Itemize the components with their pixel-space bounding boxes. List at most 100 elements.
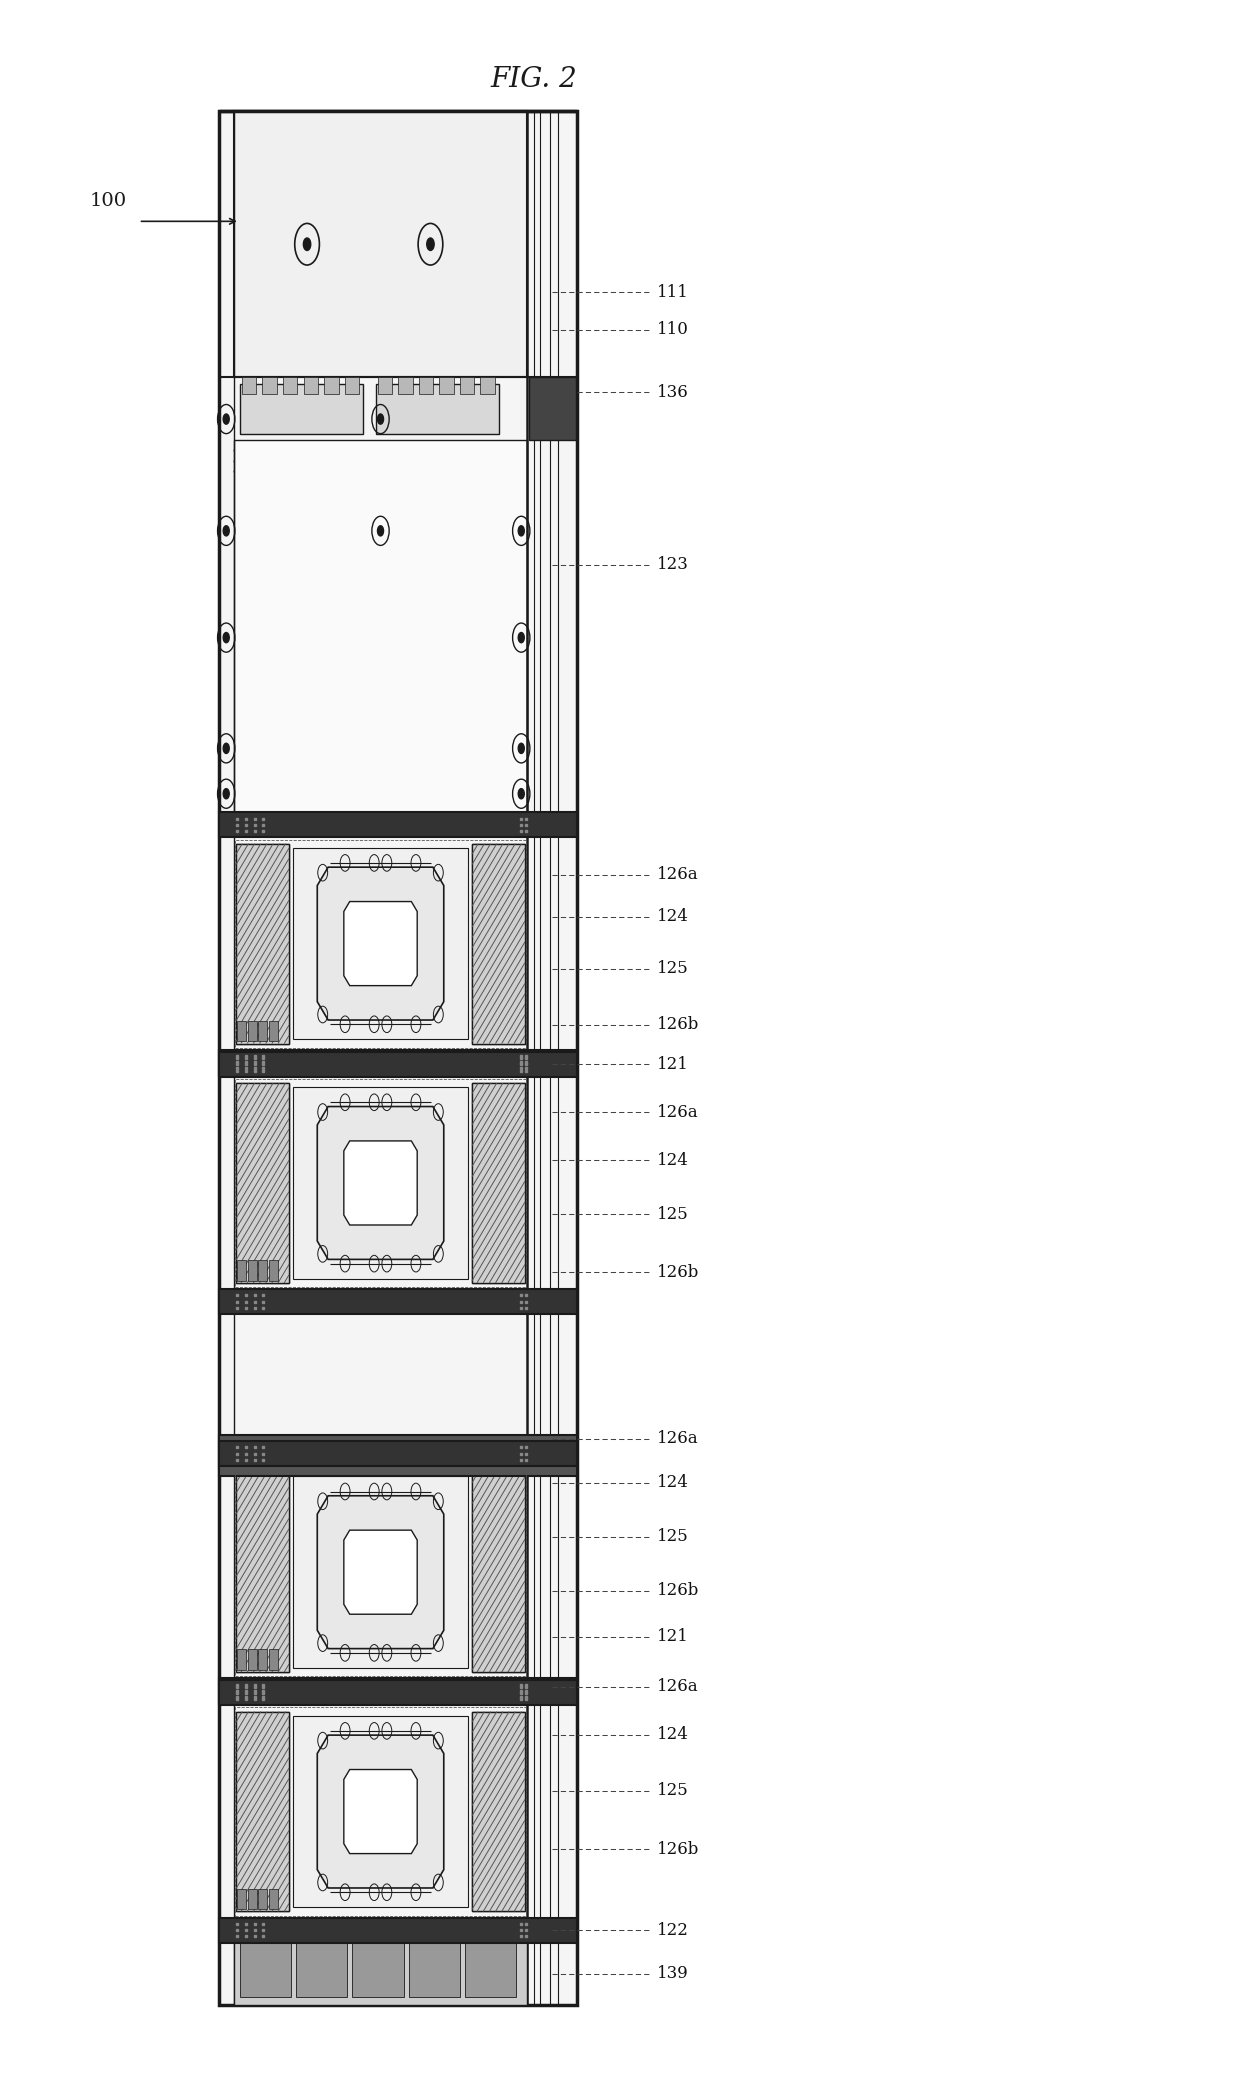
Bar	[237, 1021, 246, 1041]
Bar	[293, 1716, 469, 1908]
Bar	[236, 1711, 289, 1912]
Bar	[258, 1889, 268, 1910]
Bar	[439, 378, 454, 394]
Text: 124: 124	[657, 1473, 689, 1492]
Bar	[269, 1889, 278, 1910]
Text: 126b: 126b	[657, 1265, 699, 1281]
Bar	[218, 1290, 577, 1315]
Polygon shape	[317, 1496, 444, 1649]
Bar	[234, 1467, 526, 1676]
Text: FIG. 2: FIG. 2	[490, 67, 577, 94]
Circle shape	[518, 789, 525, 799]
Bar	[242, 378, 257, 394]
Bar	[236, 843, 289, 1044]
Bar	[378, 378, 392, 394]
Circle shape	[427, 238, 434, 250]
Bar	[472, 1471, 525, 1672]
Text: 139: 139	[657, 1966, 688, 1983]
Text: 125: 125	[657, 960, 688, 977]
Circle shape	[518, 743, 525, 753]
Circle shape	[377, 526, 383, 536]
Bar	[398, 378, 413, 394]
Bar	[269, 1649, 278, 1670]
Polygon shape	[317, 1734, 444, 1889]
Text: 136: 136	[657, 384, 688, 401]
Text: 126b: 126b	[657, 1016, 699, 1033]
Bar	[293, 847, 469, 1039]
Circle shape	[304, 238, 311, 250]
Text: 125: 125	[657, 1206, 688, 1223]
Text: 111: 111	[657, 284, 689, 301]
Bar	[233, 1918, 527, 2006]
Text: 124: 124	[657, 1152, 689, 1169]
Bar	[236, 1083, 289, 1284]
Polygon shape	[343, 1530, 417, 1613]
Bar	[480, 378, 495, 394]
Bar	[472, 843, 525, 1044]
Bar	[236, 843, 289, 1044]
Bar	[472, 843, 525, 1044]
Bar	[218, 1440, 577, 1465]
Circle shape	[518, 526, 525, 536]
Bar	[324, 378, 339, 394]
Bar	[233, 440, 527, 835]
Bar	[304, 378, 317, 394]
Bar	[237, 1261, 246, 1281]
Bar	[236, 1471, 289, 1672]
Text: 121: 121	[657, 1628, 689, 1645]
Bar	[293, 1087, 469, 1279]
Bar	[376, 384, 498, 434]
Text: 126a: 126a	[657, 1104, 698, 1121]
Bar	[472, 1711, 525, 1912]
Text: 122: 122	[657, 1922, 689, 1939]
Polygon shape	[343, 902, 417, 985]
Bar	[258, 1021, 268, 1041]
Bar	[293, 1476, 469, 1668]
Text: 123: 123	[657, 557, 689, 574]
Text: 126a: 126a	[657, 1430, 698, 1448]
Text: 125: 125	[657, 1782, 688, 1799]
Bar	[263, 378, 277, 394]
Bar	[236, 1711, 289, 1912]
Bar	[283, 378, 298, 394]
Circle shape	[223, 789, 229, 799]
Text: 126b: 126b	[657, 1841, 699, 1857]
Bar	[248, 1021, 257, 1041]
Bar	[236, 1083, 289, 1284]
Circle shape	[223, 526, 229, 536]
Bar	[233, 111, 527, 378]
Text: 126a: 126a	[657, 1678, 698, 1695]
Bar	[234, 1079, 526, 1288]
Polygon shape	[317, 1106, 444, 1258]
Bar	[218, 1052, 577, 1077]
Bar	[218, 1050, 577, 1075]
Text: 125: 125	[657, 1528, 688, 1544]
Bar	[472, 1471, 525, 1672]
Bar	[472, 1711, 525, 1912]
Bar	[465, 1930, 516, 1997]
Bar	[269, 1261, 278, 1281]
Polygon shape	[317, 868, 444, 1021]
Bar	[345, 378, 360, 394]
Polygon shape	[343, 1770, 417, 1853]
Circle shape	[223, 632, 229, 643]
Bar	[472, 1083, 525, 1284]
Circle shape	[223, 413, 229, 424]
Bar	[296, 1930, 347, 1997]
Bar	[248, 1649, 257, 1670]
Bar	[472, 1083, 525, 1284]
Text: 124: 124	[657, 908, 689, 925]
Text: 110: 110	[657, 321, 689, 338]
Circle shape	[223, 743, 229, 753]
Bar	[248, 1261, 257, 1281]
Bar	[218, 1680, 577, 1705]
Bar	[239, 1930, 291, 1997]
Bar	[218, 1434, 577, 1476]
Bar	[237, 1889, 246, 1910]
Bar	[218, 812, 577, 837]
Bar	[218, 1678, 577, 1703]
Bar	[460, 378, 474, 394]
Bar	[234, 839, 526, 1048]
Bar	[237, 1649, 246, 1670]
Bar	[218, 1918, 577, 1943]
